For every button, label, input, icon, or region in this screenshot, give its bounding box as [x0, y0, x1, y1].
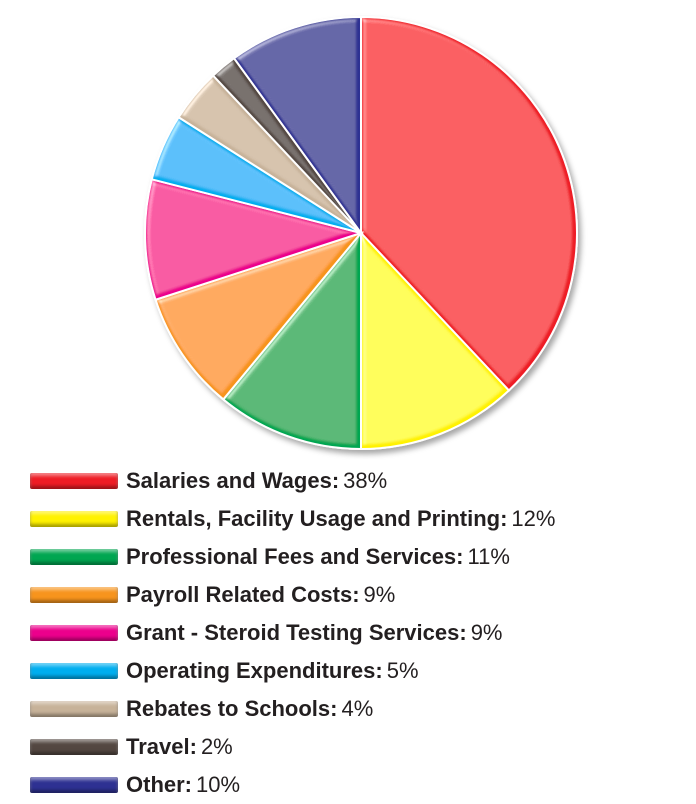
legend-swatch	[30, 473, 118, 489]
legend-swatch	[30, 549, 118, 565]
legend-value: 4%	[341, 696, 374, 721]
legend-value: 2%	[200, 734, 233, 759]
legend-swatch	[30, 739, 118, 755]
legend-swatch	[30, 625, 118, 641]
pie-plot	[144, 15, 578, 451]
legend-label: Grant - Steroid Testing Services:	[126, 620, 467, 645]
legend-text: Rentals, Facility Usage and Printing: 12%	[126, 506, 555, 532]
legend-value: 5%	[386, 658, 419, 683]
legend-label: Operating Expenditures:	[126, 658, 383, 683]
legend-label: Rebates to Schools:	[126, 696, 338, 721]
legend-item: Other: 10%	[30, 766, 555, 804]
legend-value: 10%	[196, 772, 241, 797]
legend-label: Professional Fees and Services:	[126, 544, 464, 569]
legend: Salaries and Wages: 38% Rentals, Facility …	[30, 462, 555, 804]
legend-item: Salaries and Wages: 38%	[30, 462, 555, 500]
legend-swatch	[30, 511, 118, 527]
legend-value: 9%	[363, 582, 396, 607]
legend-text: Grant - Steroid Testing Services: 9%	[126, 620, 502, 646]
legend-swatch	[30, 701, 118, 717]
legend-text: Operating Expenditures: 5%	[126, 658, 419, 684]
legend-item: Travel: 2%	[30, 728, 555, 766]
legend-label: Salaries and Wages:	[126, 468, 340, 493]
pie-slice-1	[360, 230, 511, 451]
legend-swatch	[30, 587, 118, 603]
legend-text: Payroll Related Costs: 9%	[126, 582, 395, 608]
legend-item: Professional Fees and Services: 11%	[30, 538, 555, 576]
legend-text: Rebates to Schools: 4%	[126, 696, 373, 722]
pie-slice-4	[144, 178, 365, 302]
legend-label: Rentals, Facility Usage and Printing:	[126, 506, 508, 531]
legend-value: 12%	[511, 506, 556, 531]
legend-label: Other:	[126, 772, 192, 797]
legend-value: 9%	[470, 620, 503, 645]
legend-text: Travel: 2%	[126, 734, 233, 760]
legend-label: Travel:	[126, 734, 197, 759]
legend-swatch	[30, 663, 118, 679]
pie-slice-2	[221, 230, 362, 451]
legend-item: Grant - Steroid Testing Services: 9%	[30, 614, 555, 652]
legend-item: Rentals, Facility Usage and Printing: 12%	[30, 500, 555, 538]
legend-text: Professional Fees and Services: 11%	[126, 544, 510, 570]
legend-value: 11%	[467, 544, 510, 569]
legend-item: Operating Expenditures: 5%	[30, 652, 555, 690]
legend-value: 38%	[343, 468, 388, 493]
pie-slice-0	[360, 15, 578, 392]
legend-item: Rebates to Schools: 4%	[30, 690, 555, 728]
legend-item: Payroll Related Costs: 9%	[30, 576, 555, 614]
pie-slices	[144, 15, 578, 451]
legend-label: Payroll Related Costs:	[126, 582, 360, 607]
legend-text: Salaries and Wages: 38%	[126, 468, 387, 494]
pie-slice-8	[232, 15, 362, 237]
pie-slice-3	[154, 230, 364, 401]
legend-text: Other: 10%	[126, 772, 240, 798]
legend-swatch	[30, 777, 118, 793]
